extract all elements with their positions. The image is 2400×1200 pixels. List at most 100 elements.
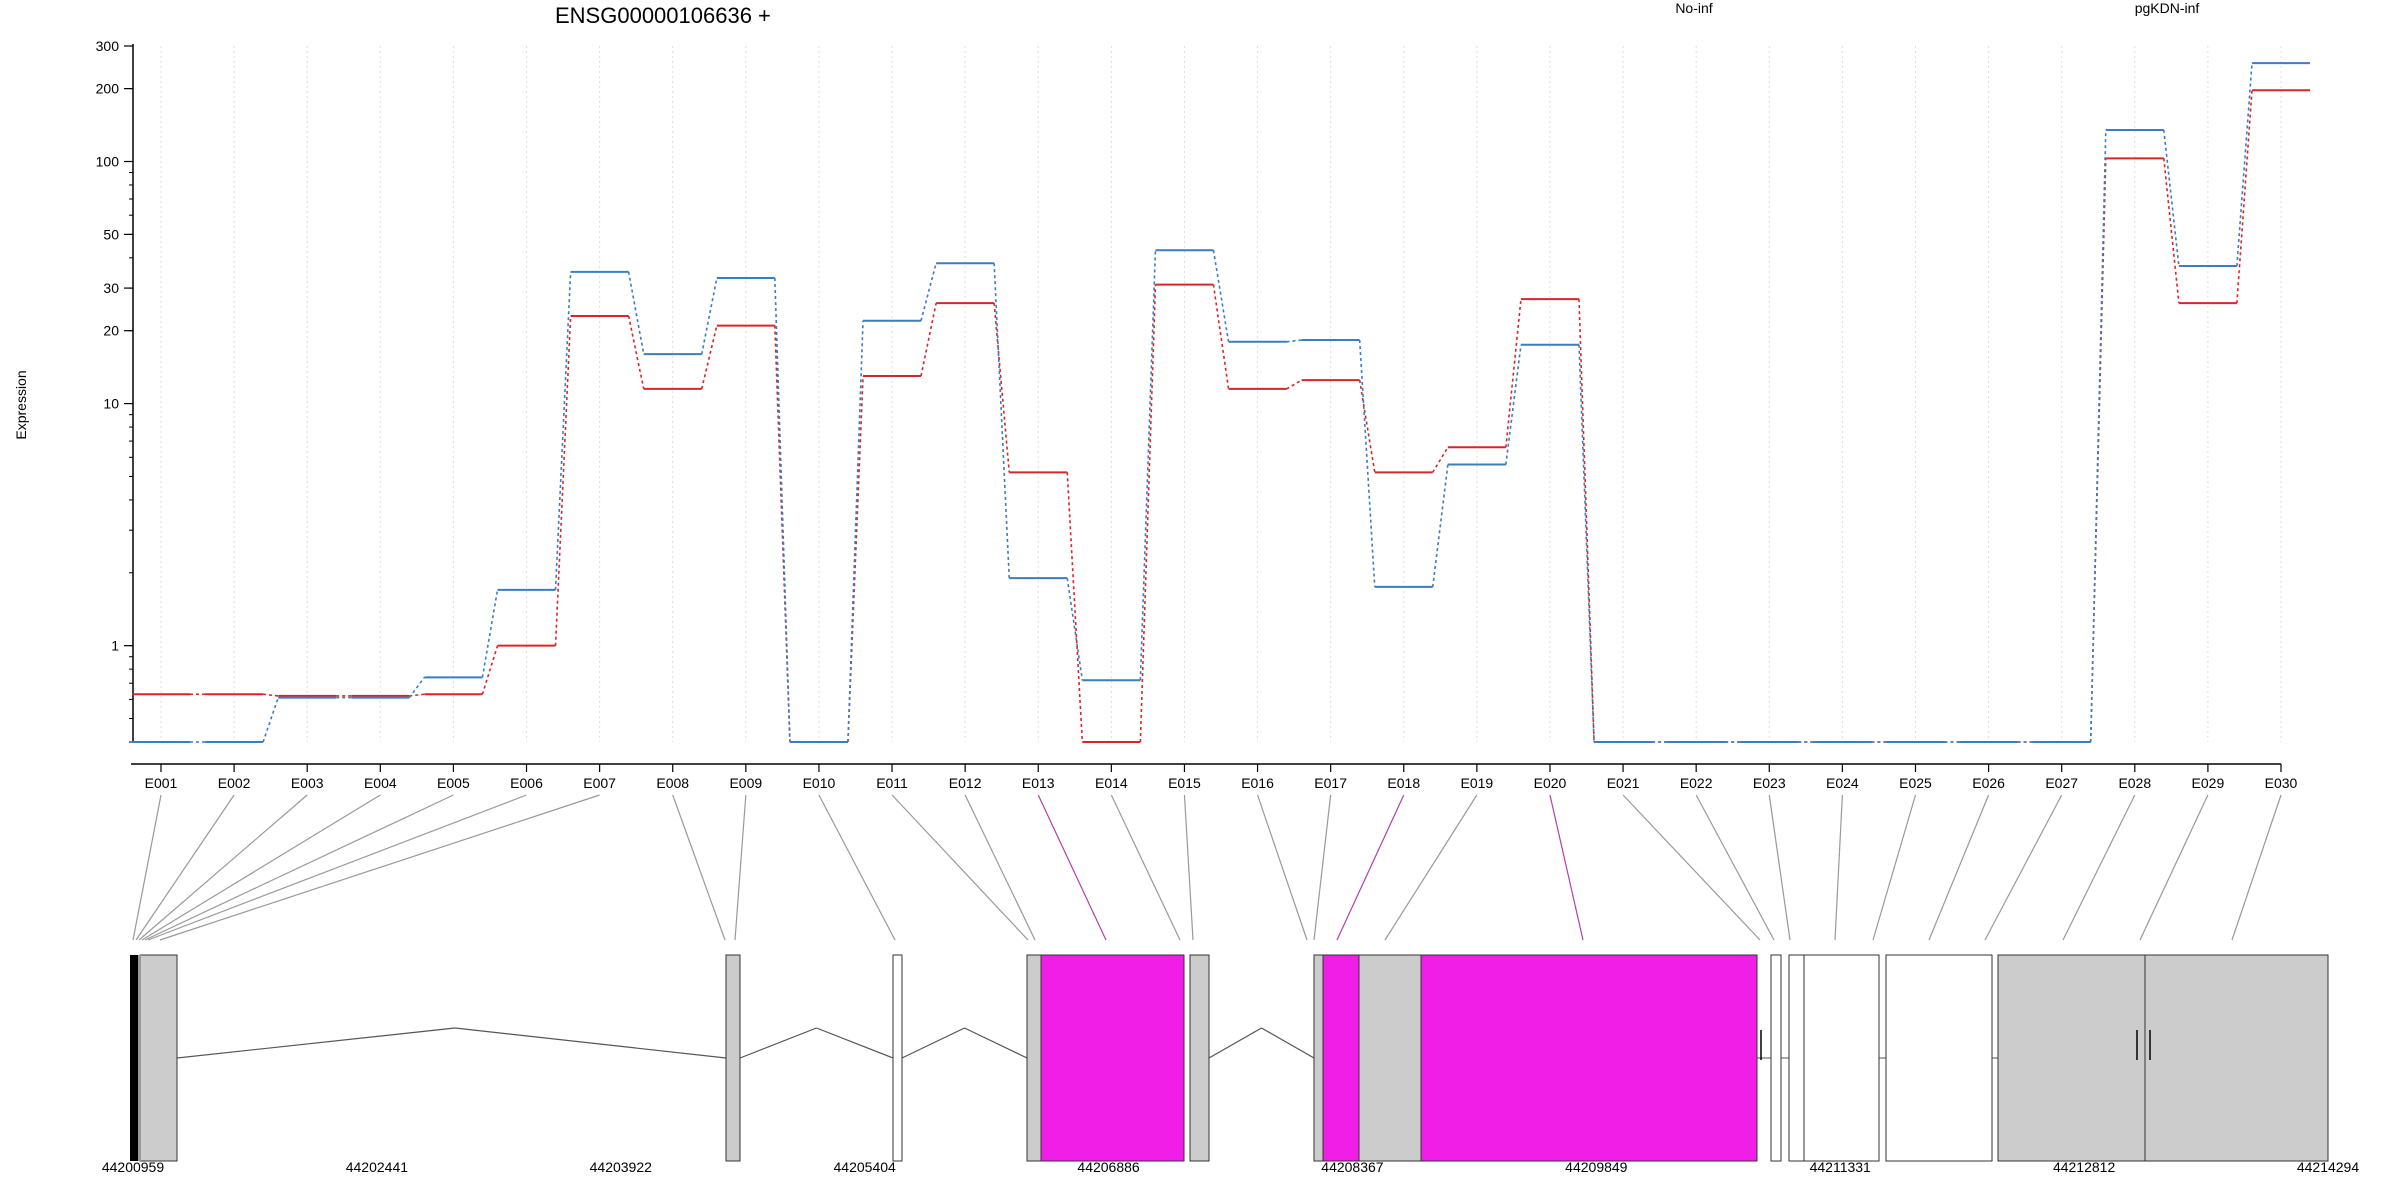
connector-e009 [734, 794, 747, 941]
exon-box [1313, 954, 1324, 1162]
connector-e001 [132, 794, 162, 941]
connector-e011 [891, 794, 1029, 941]
exon-connectors [132, 794, 2282, 941]
series-connector [554, 315, 572, 646]
connector-e004 [141, 794, 381, 941]
series-connector [700, 325, 718, 390]
connector-e028 [2062, 794, 2136, 941]
exon-box [1770, 954, 1782, 1162]
connector-e007 [159, 794, 600, 941]
y-tick-label: 100 [96, 154, 120, 170]
coordinate-label: 44202441 [346, 1159, 409, 1175]
coordinate-label: 44214294 [2297, 1159, 2360, 1175]
series-connector [481, 589, 499, 678]
x-tick-label-e008: E008 [656, 775, 689, 791]
x-tick-label-e030: E030 [2265, 775, 2298, 791]
chart-title: ENSG00000106636 + [555, 3, 771, 28]
series-connector [1432, 446, 1449, 473]
exon-box [1026, 954, 1042, 1162]
gene-model [130, 954, 2329, 1162]
series-connector [627, 271, 645, 355]
series-connector [2236, 63, 2253, 267]
intron-line [901, 1027, 965, 1059]
series-connector [1578, 299, 1595, 743]
connector-e012 [964, 794, 1036, 941]
x-tick-label-e014: E014 [1095, 775, 1128, 791]
series-connector [993, 303, 1011, 473]
legend-label-pgkdn-inf: pgKDN-inf [2135, 0, 2200, 16]
series-connector [408, 676, 426, 699]
x-tick-label-e021: E021 [1607, 775, 1640, 791]
series-connector [1431, 464, 1449, 587]
exon-box [1358, 954, 1422, 1162]
series-connector [554, 271, 572, 590]
connector-e016 [1256, 794, 1308, 941]
coordinate-label: 44209849 [1565, 1159, 1628, 1175]
exon-box [2144, 954, 2329, 1162]
exon-box [892, 954, 903, 1162]
connector-e026 [1928, 794, 1990, 941]
series-connector [1358, 340, 1376, 587]
x-tick-label-e016: E016 [1241, 775, 1274, 791]
y-tick-label: 10 [103, 396, 119, 412]
x-tick-label-e004: E004 [364, 775, 397, 791]
exon-box [725, 954, 741, 1162]
exon-box [1885, 954, 1993, 1162]
series-connector [1578, 344, 1595, 743]
exon-box [1788, 954, 1805, 1162]
gene-start-marker [130, 955, 138, 1161]
series-connector [2162, 158, 2180, 304]
series-pgkdn-inf [132, 62, 2310, 743]
y-tick-label: 200 [96, 81, 120, 97]
connector-e019 [1384, 794, 1478, 941]
coordinate-label: 44200959 [102, 1159, 165, 1175]
y-tick-label: 300 [96, 38, 120, 54]
series-connector [1286, 339, 1302, 343]
connector-e024 [1834, 794, 1843, 941]
coordinate-label: 44212812 [2053, 1159, 2116, 1175]
y-tick-label: 30 [103, 280, 119, 296]
x-tick-label-e009: E009 [729, 775, 762, 791]
connector-e023 [1768, 794, 1791, 941]
connector-e020 [1549, 794, 1584, 941]
x-tick-label-e019: E019 [1461, 775, 1494, 791]
x-tick-label-e024: E024 [1826, 775, 1859, 791]
series-connector [847, 320, 864, 743]
x-tick-label-e018: E018 [1387, 775, 1420, 791]
coordinate-label: 44211331 [1810, 1159, 1871, 1175]
x-tick-label-e015: E015 [1168, 775, 1201, 791]
legend-label-no-inf: No-inf [1675, 0, 1712, 16]
series-connector [700, 277, 718, 355]
x-tick-label-e020: E020 [1534, 775, 1567, 791]
intron-line [176, 1027, 456, 1059]
x-tick-label-e023: E023 [1753, 775, 1786, 791]
x-tick-label-e026: E026 [1972, 775, 2005, 791]
x-tick-label-e027: E027 [2045, 775, 2078, 791]
genomic-coordinates: 44200959 44202441 44203922 44205404 44206886… [102, 1159, 2360, 1175]
series-connector [481, 645, 499, 695]
series-lines [132, 62, 2310, 743]
connector-e003 [138, 794, 308, 941]
connector-e018 [1336, 794, 1405, 941]
intron-line [454, 1027, 727, 1059]
series-connector [1139, 284, 1157, 743]
x-tick-label-e002: E002 [218, 775, 251, 791]
series-connector [1066, 578, 1084, 681]
y-axis-label: Expression [13, 370, 29, 439]
series-connector [993, 263, 1011, 579]
intron-line [739, 1027, 817, 1059]
connector-e005 [144, 794, 454, 941]
x-tick-label-e003: E003 [291, 775, 324, 791]
exon-box [139, 954, 178, 1162]
x-tick-label-e006: E006 [510, 775, 543, 791]
intron-line [1208, 1027, 1262, 1059]
connector-e017 [1313, 794, 1332, 941]
x-tick-label-e022: E022 [1680, 775, 1713, 791]
series-connector [920, 263, 937, 321]
connector-e010 [818, 794, 896, 941]
exon-box [1420, 954, 1758, 1162]
series-connector [1286, 379, 1303, 390]
connector-e006 [147, 794, 527, 941]
connector-e021 [1622, 794, 1761, 941]
series-connector [627, 315, 645, 390]
